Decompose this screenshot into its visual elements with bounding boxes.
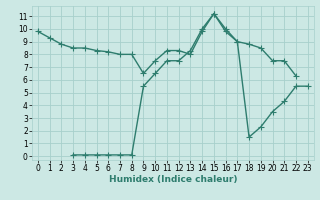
X-axis label: Humidex (Indice chaleur): Humidex (Indice chaleur) <box>108 175 237 184</box>
